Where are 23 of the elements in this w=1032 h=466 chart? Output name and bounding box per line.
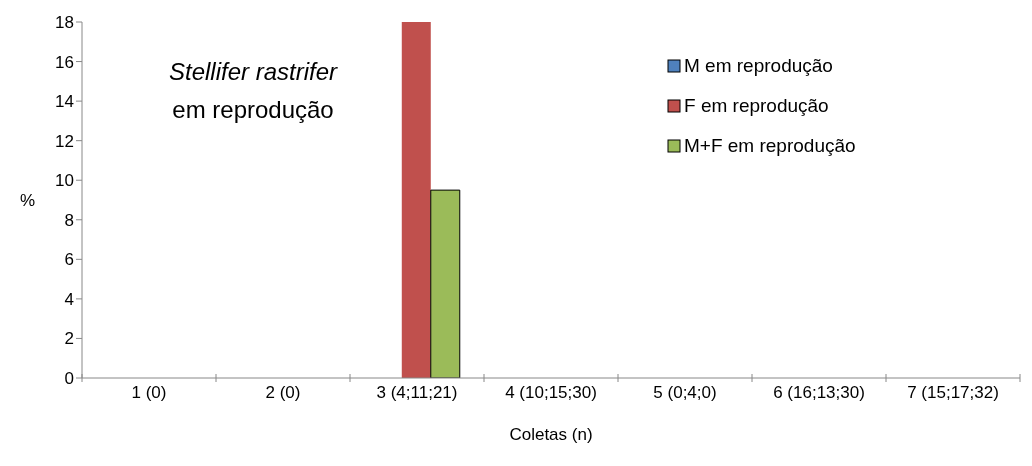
- y-tick-label: 10: [55, 171, 74, 191]
- y-tick-label: 6: [64, 250, 74, 270]
- y-tick-label: 14: [55, 92, 74, 112]
- y-tick-label: 0: [64, 369, 74, 389]
- x-tick-label: 1 (0): [131, 383, 167, 403]
- y-tick-label: 18: [55, 13, 74, 33]
- y-tick-label: 16: [55, 52, 74, 72]
- x-tick-label: 3 (4;11;21): [376, 383, 458, 403]
- y-tick-label: 12: [55, 131, 74, 151]
- legend-label: M em reprodução: [684, 55, 833, 76]
- x-tick-label: 5 (0;4;0): [653, 383, 717, 403]
- legend-label: M+F em reprodução: [684, 135, 856, 156]
- legend-label: F em reprodução: [684, 95, 829, 116]
- y-tick-label: 4: [64, 289, 74, 309]
- chart-title: Stellifer rastrifer em reprodução: [169, 58, 337, 123]
- y-axis-title: %: [20, 191, 36, 211]
- y-tick-label: 8: [64, 210, 74, 230]
- x-tick-label: 7 (15;17;32): [907, 383, 999, 403]
- x-tick-label: 6 (16;13;30): [773, 383, 865, 403]
- x-tick-label: 4 (10;15;30): [505, 383, 597, 403]
- y-tick-label: 2: [64, 329, 74, 349]
- x-axis-title: Coletas (n): [509, 425, 593, 444]
- x-tick-label: 2 (0): [265, 383, 301, 403]
